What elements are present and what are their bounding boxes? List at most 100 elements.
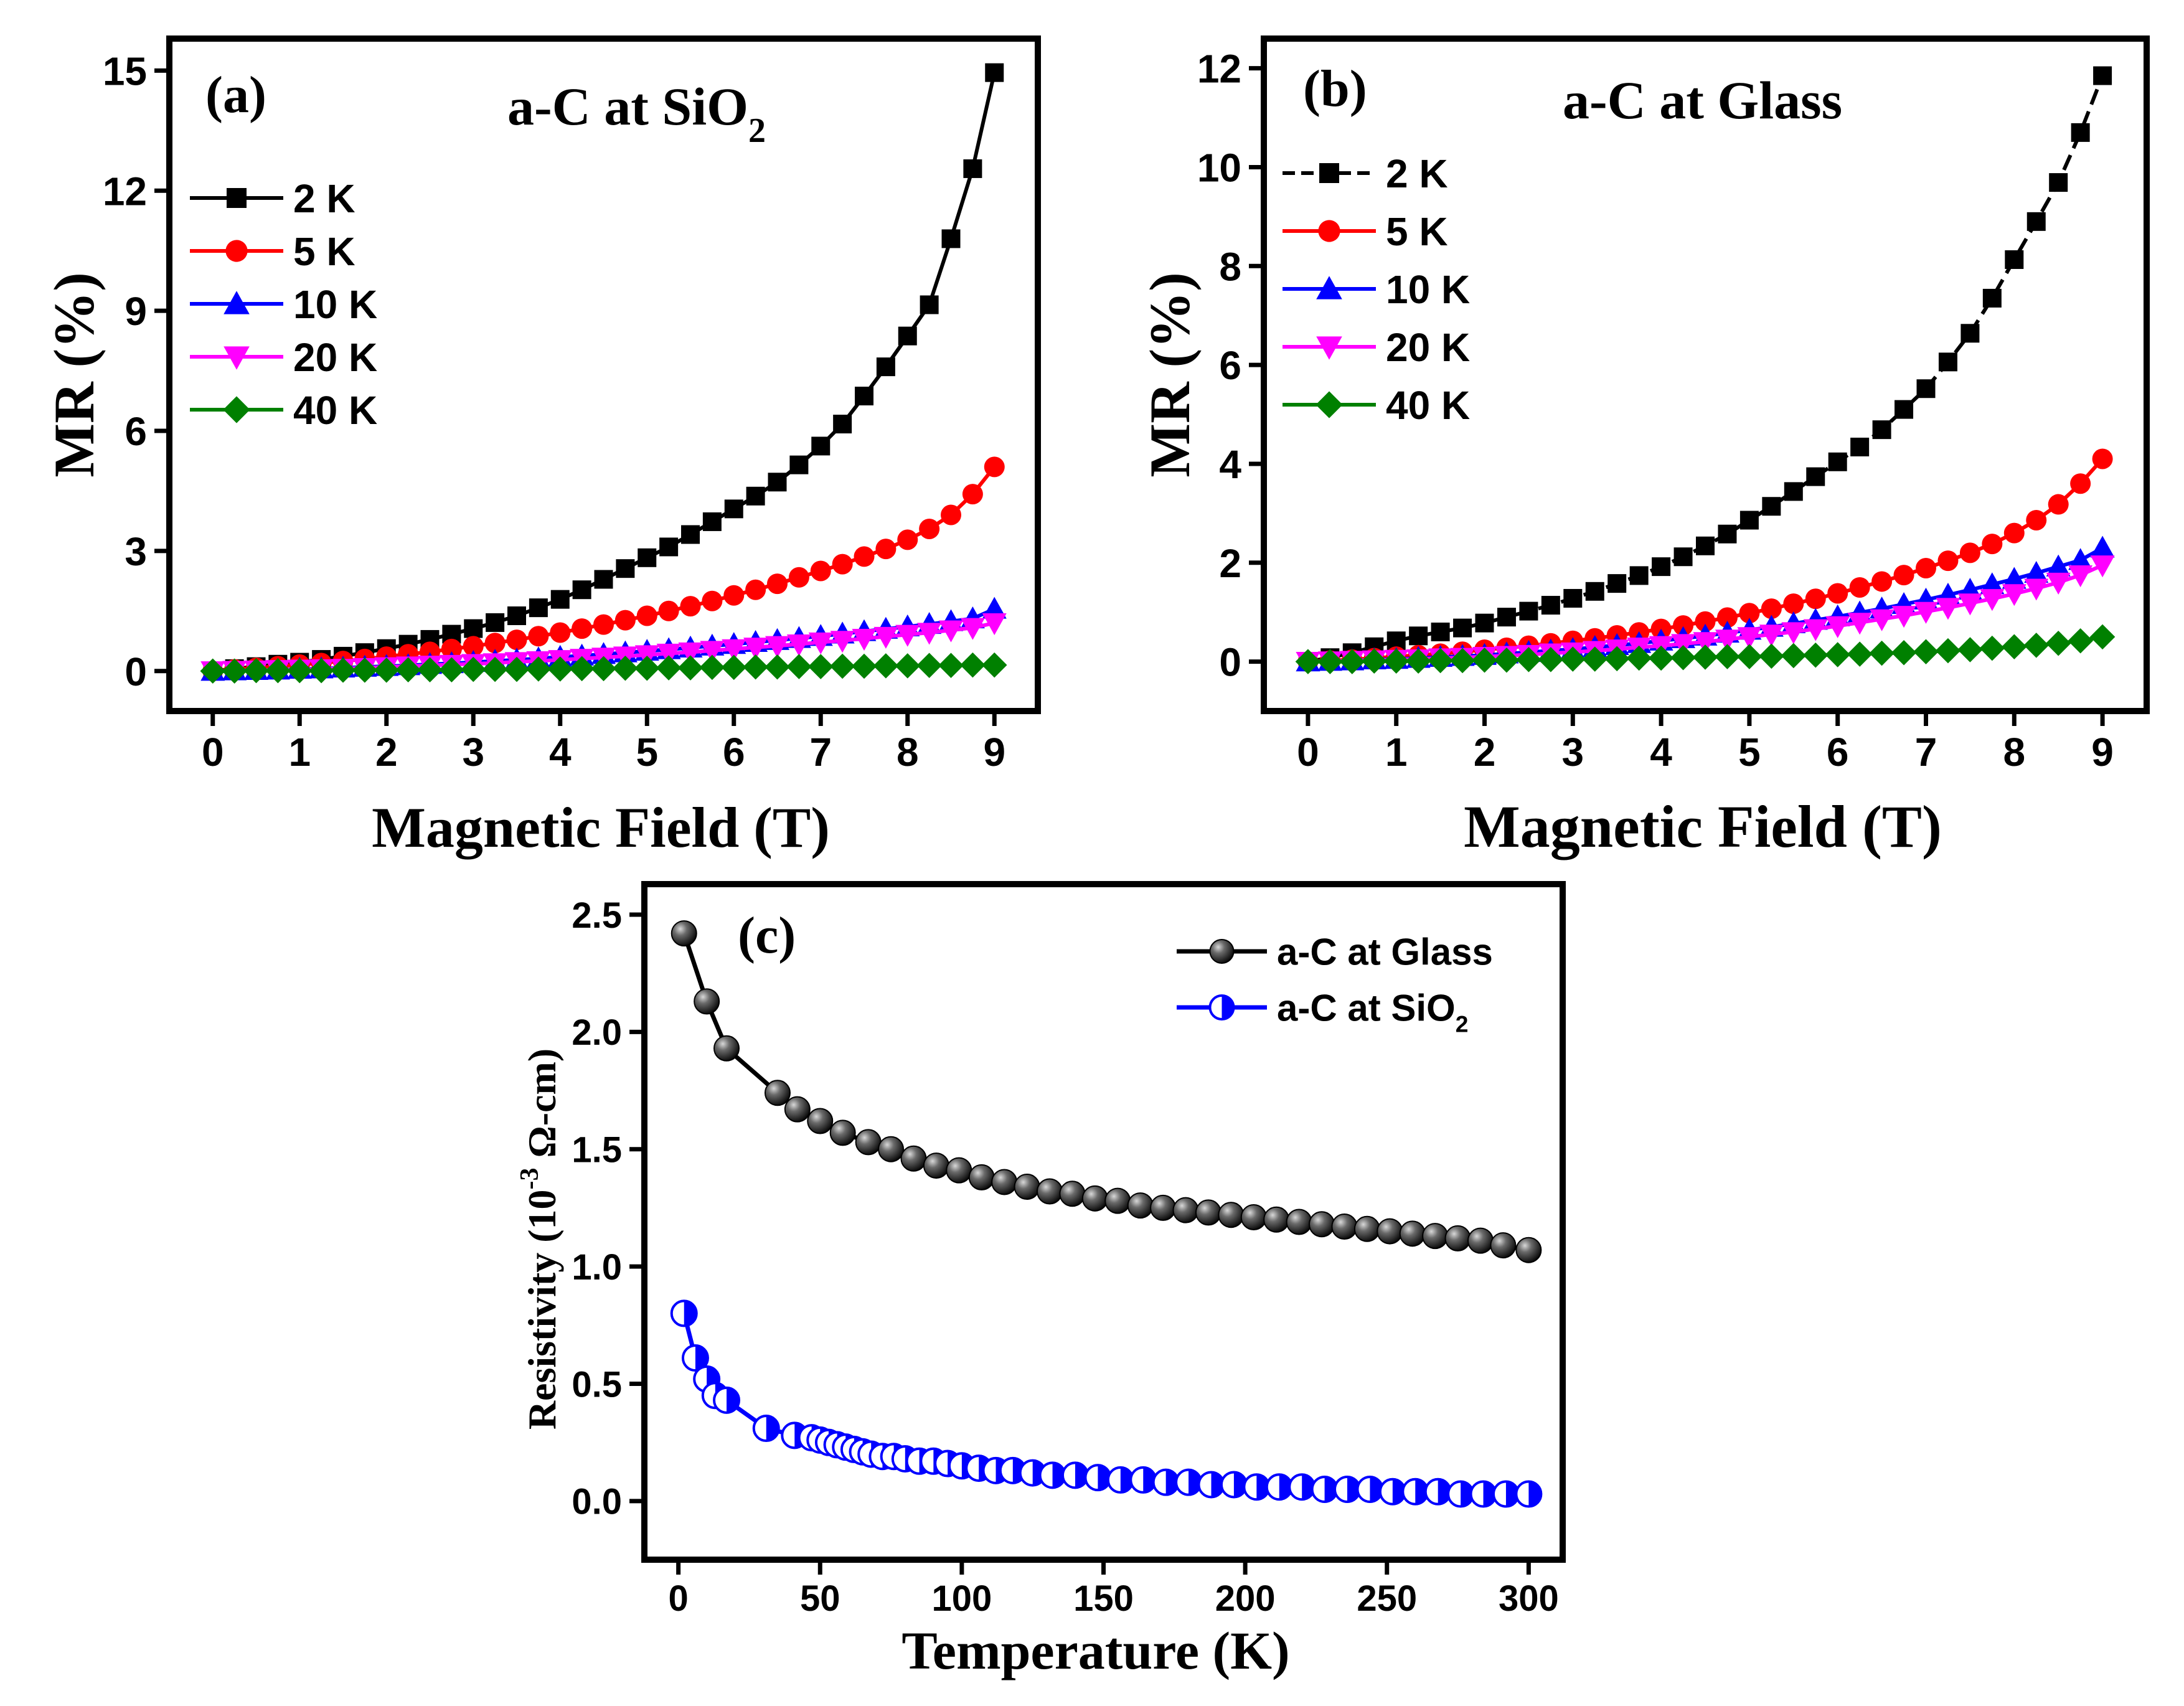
panel-a-series-3-point xyxy=(982,613,1007,636)
panel-a-x-tick-label: 5 xyxy=(636,730,658,775)
panel-c-series-0-point xyxy=(1377,1218,1403,1245)
panel-a-series-4-point xyxy=(525,656,552,682)
panel-b-series-3-point xyxy=(1759,624,1784,647)
panel-b-series-0-point xyxy=(1718,524,1737,544)
panel-c-series-0-point xyxy=(784,1096,811,1123)
panel-b-series-3-point xyxy=(1825,616,1850,638)
panel-a-series-0-point xyxy=(529,598,548,618)
panel-b-series-1-point xyxy=(1783,593,1804,615)
panel-a-series-4-point xyxy=(677,655,704,681)
panel-c-series-0-point xyxy=(807,1108,834,1134)
panel-c-x-axis-label: Temperature (K) xyxy=(901,1621,1289,1680)
panel-a-x-tick-label: 9 xyxy=(983,730,1005,775)
panel-a-series-0-point xyxy=(876,357,895,377)
panel-b-title: a-C at Glass xyxy=(1563,70,1842,130)
panel-b-series-0-point xyxy=(1739,511,1759,530)
panel-a-legend-marker xyxy=(224,291,250,314)
panel-a-series-4-point xyxy=(439,657,464,683)
panel-b-legend-entry: 40 K xyxy=(1283,383,1470,428)
panel-a-x-tick-label: 6 xyxy=(723,730,745,775)
panel-b-legend-entry: 5 K xyxy=(1283,209,1448,254)
panel-b-y-tick-label: 2 xyxy=(1219,541,1241,586)
panel-a-series-3-point xyxy=(700,641,725,663)
panel-a-series-4-point xyxy=(613,655,638,681)
panel-b-series-4-point xyxy=(1891,640,1917,666)
panel-a-x-tick-label: 7 xyxy=(809,730,832,775)
panel-c-label: (c) xyxy=(738,907,796,964)
panel-a-series-1-point xyxy=(636,605,657,626)
panel-c-series-0-point xyxy=(694,988,720,1015)
panel-b-series-3-point xyxy=(2068,565,2093,588)
panel-a-series-1-point xyxy=(528,626,549,647)
panel-a-series-1-point xyxy=(550,622,571,643)
panel-c-series-0-point xyxy=(1353,1215,1380,1242)
panel-b-series-1-point xyxy=(2092,448,2113,469)
panel-b-series-1-point xyxy=(1916,558,1936,578)
panel-b-series-0 xyxy=(1298,66,2112,671)
panel-b-series-4-point xyxy=(1935,638,1961,664)
panel-c-series-0-point xyxy=(991,1169,1018,1195)
panel-b-series-0-point xyxy=(1652,557,1671,577)
panel-b-series-4-point xyxy=(1648,645,1674,671)
panel-a-series-3-point xyxy=(895,624,920,647)
panel-c-y-axis-superscript: -3 xyxy=(515,1167,544,1189)
panel-c-series-0-point xyxy=(1422,1223,1449,1250)
panel-c-x-tick-label: 150 xyxy=(1073,1578,1134,1619)
panel-a-series-4-point xyxy=(895,653,920,679)
panel-a-legend: 2 K 5 K 10 K 20 K 40 K xyxy=(190,176,377,433)
panel-b-x-tick-label: 2 xyxy=(1474,730,1496,775)
panel-b-series-0-point xyxy=(1872,420,1891,440)
panel-b-series-0-point xyxy=(1895,400,1914,419)
panel-a-series-0-point xyxy=(898,326,917,346)
panel-c-series-0-point xyxy=(1309,1211,1335,1238)
panel-b-series-0-point xyxy=(1916,379,1936,398)
panel-c-series-1-point xyxy=(1515,1480,1543,1508)
panel-c-series-1-point xyxy=(1038,1461,1066,1489)
panel-b-series-2-point xyxy=(2068,548,2093,570)
panel-b-legend-label: 40 K xyxy=(1386,383,1470,428)
panel-a-legend-marker xyxy=(224,346,250,370)
panel-a-series-1-point xyxy=(506,629,527,651)
panel-c-x-tick-label: 100 xyxy=(931,1578,992,1619)
panel-c-series-0-point xyxy=(1104,1187,1131,1214)
panel-a-y-tick-label: 6 xyxy=(125,409,147,454)
panel-c-resistivity: 0 50 100 150 200 250 300 0.0 0.5 1.0 1.5 2.0 2.5 (c)… xyxy=(515,881,1566,1680)
panel-b-series-0-point xyxy=(1982,288,2002,308)
panel-c-series-1-point xyxy=(1106,1466,1134,1494)
panel-b-series-4-point xyxy=(1825,642,1850,667)
panel-b-series-4-point xyxy=(1869,640,1895,666)
panel-a-series-1-line xyxy=(212,465,996,673)
panel-b-series-4-point xyxy=(1362,648,1387,674)
panel-a-series-0-point xyxy=(789,455,809,474)
panel-c-y-tick-label: 1.5 xyxy=(572,1130,622,1171)
panel-b-series-0-point xyxy=(1806,467,1825,486)
panel-b-legend-marker xyxy=(1318,220,1340,242)
panel-c-series-0-point xyxy=(713,1035,740,1062)
panel-a-series-4-point xyxy=(591,656,616,682)
panel-b-series-4-point xyxy=(1736,644,1763,669)
panel-b-series-4-point xyxy=(2002,634,2027,660)
panel-a-legend-label: 5 K xyxy=(293,229,355,274)
panel-b-series-4-point xyxy=(1759,643,1784,669)
panel-b-legend-label: 20 K xyxy=(1386,325,1470,370)
panel-b-x-tick-label: 4 xyxy=(1650,730,1672,775)
panel-a-series-0-point xyxy=(833,415,852,434)
panel-b-series-0-point xyxy=(1541,596,1560,615)
panel-a-series-3-point xyxy=(852,629,877,651)
panel-c-y-axis-label: Resistivity (10-3 Ω-cm) xyxy=(515,1049,564,1430)
panel-a-series-1-point xyxy=(593,614,614,635)
panel-c-series-1 xyxy=(670,1299,1543,1508)
panel-a-series-1-point xyxy=(810,560,831,582)
panel-a-series-3-point xyxy=(808,632,833,654)
panel-a-series-0-point xyxy=(811,436,831,456)
panel-b-series-4-point xyxy=(1560,646,1586,672)
panel-b-series-4-point xyxy=(1626,645,1652,671)
panel-c-series-0-point xyxy=(1490,1232,1517,1259)
panel-c-series-0-point xyxy=(1081,1185,1108,1212)
panel-b-legend: 2 K 5 K 10 K 20 K 40 K xyxy=(1283,151,1470,428)
panel-c-series-1-point xyxy=(713,1386,741,1414)
panel-c-series-0-point xyxy=(1059,1181,1086,1207)
panel-a-series-1-point xyxy=(745,579,766,600)
panel-b-series-4-point xyxy=(1339,649,1365,674)
